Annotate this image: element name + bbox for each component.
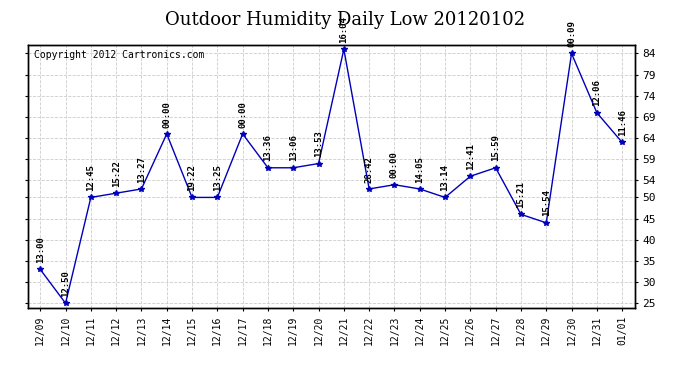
Text: 12:06: 12:06	[592, 80, 602, 106]
Text: 13:00: 13:00	[36, 236, 45, 263]
Text: 11:46: 11:46	[618, 109, 627, 136]
Text: 12:50: 12:50	[61, 270, 70, 297]
Text: 00:00: 00:00	[162, 100, 171, 128]
Text: 16:04: 16:04	[339, 16, 348, 43]
Text: 15:22: 15:22	[112, 160, 121, 187]
Text: 00:00: 00:00	[390, 152, 399, 178]
Text: 00:09: 00:09	[567, 20, 576, 47]
Text: 13:53: 13:53	[314, 130, 323, 157]
Text: 00:00: 00:00	[238, 100, 247, 128]
Text: 13:27: 13:27	[137, 156, 146, 183]
Text: 13:14: 13:14	[440, 164, 450, 191]
Text: Copyright 2012 Cartronics.com: Copyright 2012 Cartronics.com	[34, 50, 204, 60]
Text: 13:25: 13:25	[213, 164, 222, 191]
Text: Outdoor Humidity Daily Low 20120102: Outdoor Humidity Daily Low 20120102	[165, 11, 525, 29]
Text: 14:05: 14:05	[415, 156, 424, 183]
Text: 15:54: 15:54	[542, 190, 551, 216]
Text: 13:36: 13:36	[264, 135, 273, 161]
Text: 19:22: 19:22	[188, 164, 197, 191]
Text: 12:45: 12:45	[86, 164, 95, 191]
Text: 13:06: 13:06	[288, 135, 298, 161]
Text: 12:41: 12:41	[466, 143, 475, 170]
Text: 28:42: 28:42	[364, 156, 374, 183]
Text: 15:59: 15:59	[491, 135, 500, 161]
Text: 15:21: 15:21	[516, 181, 526, 208]
